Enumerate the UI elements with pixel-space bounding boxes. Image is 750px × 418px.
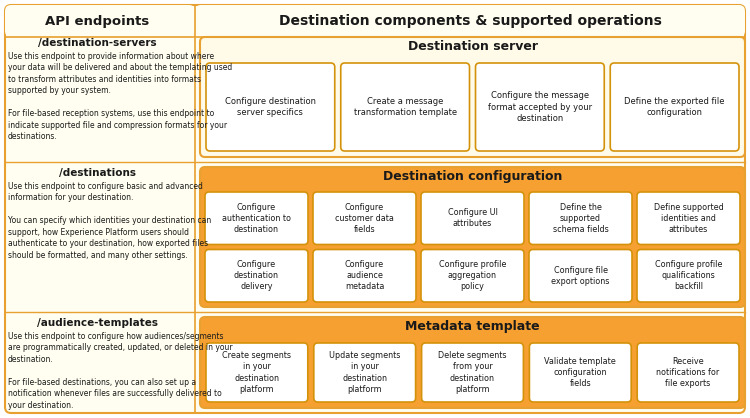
FancyBboxPatch shape bbox=[313, 192, 416, 245]
Text: Define the
supported
schema fields: Define the supported schema fields bbox=[553, 203, 608, 234]
Text: API endpoints: API endpoints bbox=[45, 15, 149, 28]
Text: Configure profile
aggregation
policy: Configure profile aggregation policy bbox=[439, 260, 506, 291]
FancyBboxPatch shape bbox=[530, 343, 632, 402]
FancyBboxPatch shape bbox=[206, 343, 308, 402]
Text: Delete segments
from your
destination
platform: Delete segments from your destination pl… bbox=[438, 352, 507, 394]
FancyBboxPatch shape bbox=[637, 250, 740, 302]
Text: Define supported
identities and
attributes: Define supported identities and attribut… bbox=[653, 203, 723, 234]
Text: Use this endpoint to provide information about where
your data will be delivered: Use this endpoint to provide information… bbox=[8, 52, 232, 141]
Text: Configure UI
attributes: Configure UI attributes bbox=[448, 208, 497, 228]
Text: Destination configuration: Destination configuration bbox=[382, 170, 562, 183]
Text: Create segments
in your
destination
platform: Create segments in your destination plat… bbox=[223, 352, 292, 394]
Text: /destination-servers: /destination-servers bbox=[38, 38, 157, 48]
FancyBboxPatch shape bbox=[195, 5, 745, 37]
Text: Create a message
transformation template: Create a message transformation template bbox=[353, 97, 457, 117]
Text: Configure profile
qualifications
backfill: Configure profile qualifications backfil… bbox=[655, 260, 722, 291]
FancyBboxPatch shape bbox=[529, 250, 632, 302]
Text: Use this endpoint to configure basic and advanced
information for your destinati: Use this endpoint to configure basic and… bbox=[8, 182, 211, 260]
Text: Configure file
export options: Configure file export options bbox=[551, 266, 610, 286]
FancyBboxPatch shape bbox=[421, 192, 524, 245]
Text: Update segments
in your
destination
platform: Update segments in your destination plat… bbox=[329, 352, 400, 394]
Text: /audience-templates: /audience-templates bbox=[37, 318, 158, 328]
Text: Configure the message
format accepted by your
destination: Configure the message format accepted by… bbox=[488, 92, 592, 122]
Text: Receive
notifications for
file exports: Receive notifications for file exports bbox=[656, 357, 720, 388]
Text: Configure
audience
metadata: Configure audience metadata bbox=[345, 260, 384, 291]
Text: Metadata template: Metadata template bbox=[405, 320, 540, 333]
Text: Destination components & supported operations: Destination components & supported opera… bbox=[278, 14, 662, 28]
Text: Destination server: Destination server bbox=[407, 40, 538, 53]
Text: Configure
authentication to
destination: Configure authentication to destination bbox=[222, 203, 291, 234]
Text: Configure destination
server specifics: Configure destination server specifics bbox=[225, 97, 316, 117]
FancyBboxPatch shape bbox=[422, 343, 524, 402]
FancyBboxPatch shape bbox=[200, 37, 745, 157]
FancyBboxPatch shape bbox=[200, 317, 745, 408]
FancyBboxPatch shape bbox=[314, 343, 416, 402]
FancyBboxPatch shape bbox=[5, 5, 745, 413]
FancyBboxPatch shape bbox=[637, 192, 740, 245]
FancyBboxPatch shape bbox=[610, 63, 739, 151]
Text: Use this endpoint to configure how audiences/segments
are programmatically creat: Use this endpoint to configure how audie… bbox=[8, 332, 232, 410]
Text: Define the exported file
configuration: Define the exported file configuration bbox=[624, 97, 724, 117]
FancyBboxPatch shape bbox=[529, 192, 632, 245]
Text: Configure
customer data
fields: Configure customer data fields bbox=[335, 203, 394, 234]
Text: Validate template
configuration
fields: Validate template configuration fields bbox=[544, 357, 616, 388]
FancyBboxPatch shape bbox=[638, 343, 739, 402]
Text: /destinations: /destinations bbox=[59, 168, 136, 178]
FancyBboxPatch shape bbox=[476, 63, 604, 151]
FancyBboxPatch shape bbox=[206, 63, 334, 151]
FancyBboxPatch shape bbox=[205, 250, 308, 302]
FancyBboxPatch shape bbox=[5, 5, 195, 37]
FancyBboxPatch shape bbox=[200, 167, 745, 307]
FancyBboxPatch shape bbox=[313, 250, 416, 302]
Text: Configure
destination
delivery: Configure destination delivery bbox=[234, 260, 279, 291]
FancyBboxPatch shape bbox=[340, 63, 470, 151]
FancyBboxPatch shape bbox=[421, 250, 524, 302]
FancyBboxPatch shape bbox=[205, 192, 308, 245]
